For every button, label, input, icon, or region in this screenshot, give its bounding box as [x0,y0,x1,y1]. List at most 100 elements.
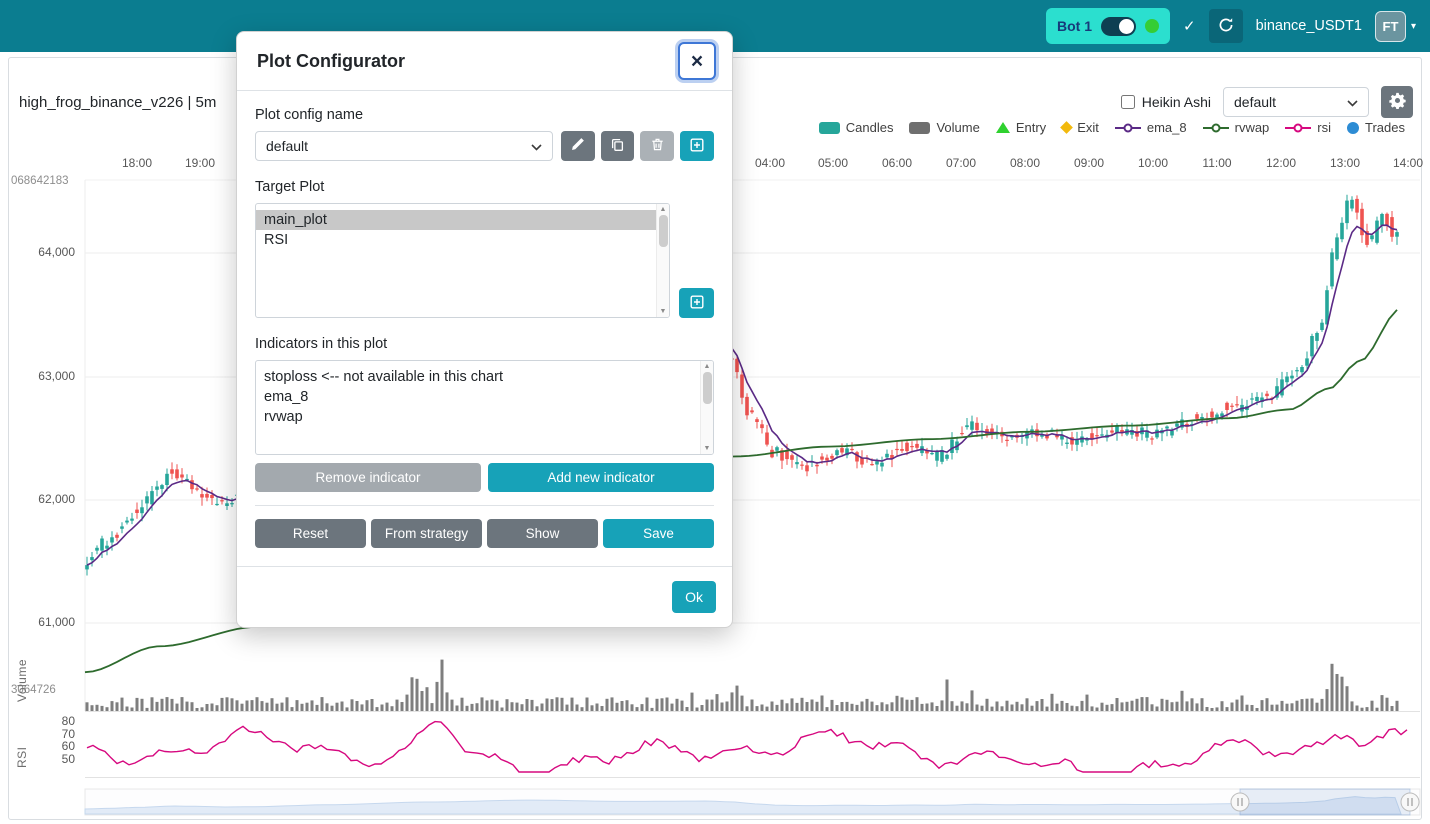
time-axis-label: 09:00 [1073,156,1105,170]
indicators-label: Indicators in this plot [255,336,388,352]
plus-square-icon [689,137,705,156]
time-axis-label: 06:00 [881,156,913,170]
datazoom-left-handle[interactable] [1230,792,1250,812]
price-axis-label: 64,000 [38,245,75,259]
legend-item-Trades[interactable]: Trades [1347,120,1405,135]
list-option[interactable]: RSI [264,232,289,248]
time-axis-label: 04:00 [754,156,786,170]
copy-icon [610,137,625,155]
user-menu[interactable]: FT ▾ [1374,10,1416,42]
volume-max-label: 3064726 [11,684,56,696]
scroll-down-icon: ▼ [659,308,667,315]
modal-footer: Ok [237,566,732,627]
datazoom-right-handle[interactable] [1400,792,1420,812]
exit-marker-icon [1060,121,1074,134]
gear-icon [1388,92,1406,112]
rsi-axis-label: 80 [61,714,75,728]
chart-title: high_frog_binance_v226 | 5m [19,93,217,111]
target-plot-listbox: main_plot RSI ▲ ▼ [255,203,670,318]
modal-body: Plot config name default [237,91,732,566]
legend-item-Volume[interactable]: Volume [909,120,980,135]
legend-label: Candles [845,120,894,135]
rsi-axis-label: 60 [61,739,75,753]
legend-item-Candles[interactable]: Candles [818,120,894,135]
save-button[interactable]: Save [603,519,714,548]
modal-title: Plot Configurator [257,50,405,71]
chart-header: high_frog_binance_v226 | 5m Heikin Ashi … [19,86,1413,118]
plus-square-icon [689,294,705,313]
refresh-icon [1218,17,1234,36]
heikin-ashi-control[interactable]: Heikin Ashi [1120,94,1211,110]
time-axis-label: 10:00 [1137,156,1169,170]
time-axis-label: 11:00 [1202,156,1232,170]
bot-online-dot [1144,19,1159,33]
edit-config-button[interactable] [560,131,595,161]
scroll-up-icon: ▲ [659,206,667,213]
divider [255,505,714,506]
time-axis-label: 14:00 [1392,156,1424,170]
legend-item-Entry[interactable]: Entry [995,120,1047,135]
refresh-button[interactable] [1208,9,1243,43]
time-axis-label: 19:00 [184,156,216,170]
legend-item-rsi[interactable]: rsi [1285,120,1331,135]
price-axis-label: 61,000 [38,615,75,629]
heikin-ashi-checkbox[interactable] [1120,95,1135,109]
indicators-list: stoploss <-- not available in this chart… [256,361,700,454]
autorefresh-checkbox[interactable]: ✓ [1182,18,1196,35]
time-axis-label: 07:00 [945,156,977,170]
delete-config-button[interactable] [640,131,675,161]
time-axis-label: 13:00 [1329,156,1361,170]
avatar: FT [1374,10,1406,42]
legend-item-ema_8[interactable]: ema_8 [1114,120,1187,135]
add-config-button[interactable] [680,131,714,161]
list-option[interactable]: ema_8 [264,389,309,405]
plot-configurator-modal: Plot Configurator × Plot config name def… [236,31,733,628]
list-option[interactable]: stoploss <-- not available in this chart [264,369,503,385]
datazoom-window[interactable] [1239,788,1411,816]
bot-toggle[interactable] [1100,16,1136,36]
target-plot-scrollbar[interactable]: ▲ ▼ [656,204,669,317]
scrollbar-thumb[interactable] [702,372,712,404]
close-button[interactable]: × [678,42,716,80]
legend-item-Exit[interactable]: Exit [1060,120,1099,135]
list-option[interactable]: rvwap [264,409,303,425]
chevron-down-icon: ▾ [1410,20,1416,32]
add-new-indicator-button[interactable]: Add new indicator [488,463,714,492]
scroll-up-icon: ▲ [703,363,711,370]
from-strategy-button[interactable]: From strategy [371,519,482,548]
scrollbar-thumb[interactable] [658,215,668,247]
pencil-icon [570,137,585,155]
rsi-axis-label: 70 [61,727,75,741]
show-button[interactable]: Show [487,519,598,548]
indicators-scrollbar[interactable]: ▲ ▼ [700,361,713,454]
add-target-plot-button[interactable] [679,288,714,318]
plot-theme-select[interactable]: default [1223,87,1369,117]
list-option[interactable]: main_plot [256,210,656,230]
ok-button[interactable]: Ok [672,581,716,613]
plot-settings-button[interactable] [1381,86,1413,118]
legend-label: Trades [1365,120,1405,135]
legend-label: Exit [1077,120,1099,135]
volume-axis-title: Volume [15,658,29,702]
legend-item-rvwap[interactable]: rvwap [1202,120,1270,135]
legend-label: Entry [1015,120,1047,135]
target-plot-label: Target Plot [255,179,325,195]
plot-config-name-label: Plot config name [255,107,364,123]
legend-swatch-icon [909,121,931,134]
bot-pair-text: binance_USDT1 [1255,18,1362,34]
plot-config-select[interactable]: default [255,131,553,161]
heikin-ashi-label: Heikin Ashi [1141,94,1211,110]
plot-theme-select-value: default [1234,94,1277,110]
legend-swatch-icon [818,121,840,134]
axis-overlap-label: 068642183 [11,175,69,187]
scroll-down-icon: ▼ [703,445,711,452]
modal-header: Plot Configurator × [237,32,732,91]
price-axis-label: 63,000 [38,369,75,383]
remove-indicator-button[interactable]: Remove indicator [255,463,481,492]
time-axis-label: 18:00 [121,156,153,170]
legend-label: rvwap [1234,120,1270,135]
reset-button[interactable]: Reset [255,519,366,548]
bot-selector[interactable]: Bot 1 [1045,8,1170,44]
plot-config-select-value: default [266,138,309,154]
duplicate-config-button[interactable] [600,131,635,161]
